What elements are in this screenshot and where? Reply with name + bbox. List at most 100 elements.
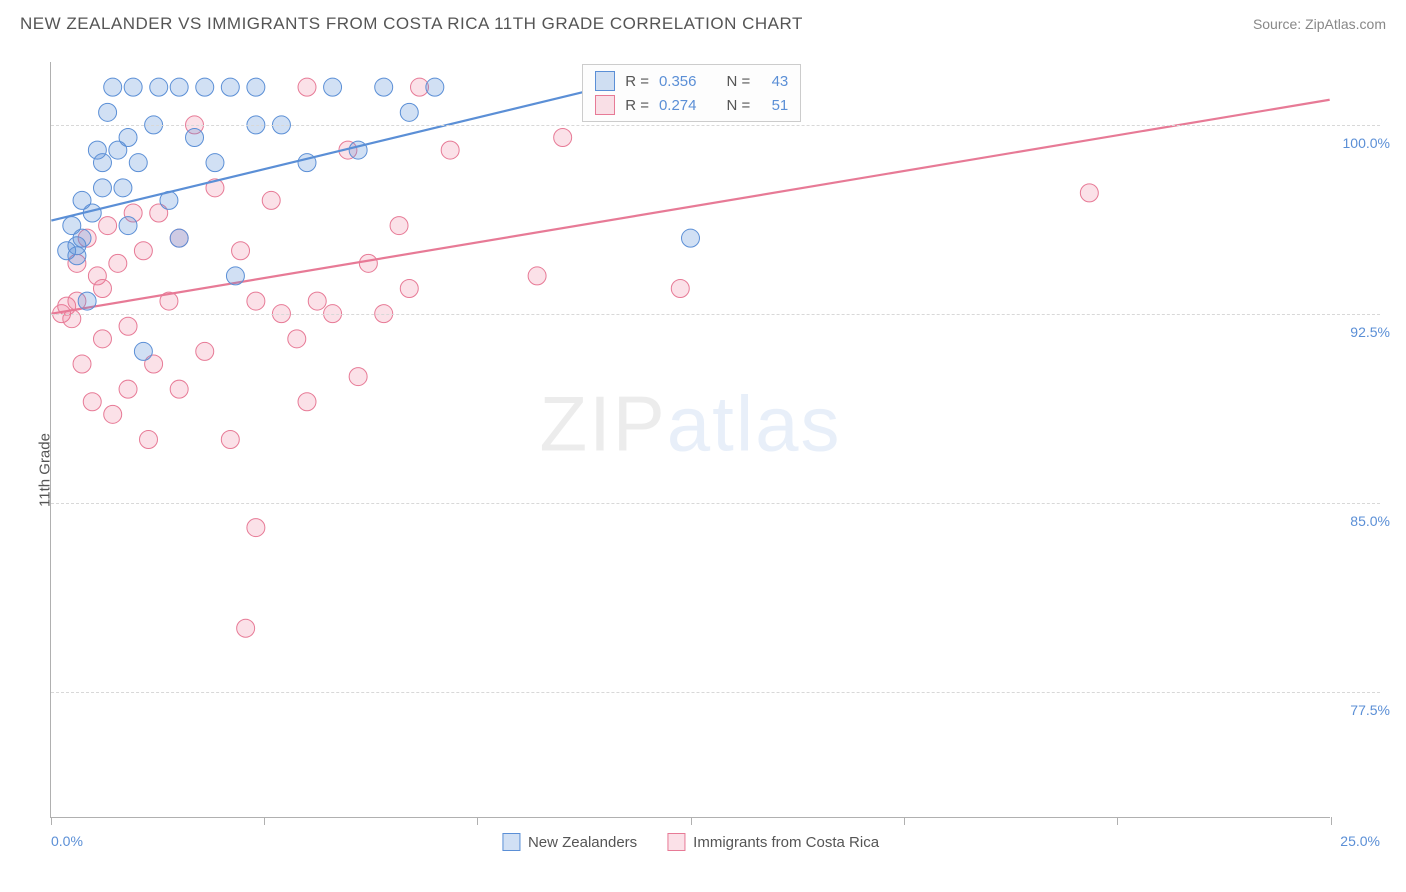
data-point: [104, 405, 122, 423]
data-point: [93, 330, 111, 348]
plot-svg: [51, 62, 1330, 817]
data-point: [247, 292, 265, 310]
chart-container: 11th Grade ZIPatlas R =0.356N =43R =0.27…: [0, 48, 1406, 892]
data-point: [78, 292, 96, 310]
data-point: [93, 280, 111, 298]
data-point: [83, 204, 101, 222]
data-point: [682, 229, 700, 247]
data-point: [528, 267, 546, 285]
data-point: [93, 179, 111, 197]
data-point: [400, 103, 418, 121]
plot-area: ZIPatlas R =0.356N =43R =0.274N =51 New …: [50, 62, 1330, 818]
y-tick-label: 100.0%: [1343, 135, 1390, 151]
stats-row: R = 0.274 N = 51: [595, 93, 788, 117]
data-point: [226, 267, 244, 285]
data-point: [298, 154, 316, 172]
data-point: [221, 431, 239, 449]
data-point: [186, 129, 204, 147]
trend-line: [51, 85, 613, 221]
data-point: [134, 242, 152, 260]
legend-swatch-2: [667, 833, 685, 851]
data-point: [441, 141, 459, 159]
stats-legend-box: R = 0.356 N = 43 R = 0.274 N = 51: [582, 64, 801, 122]
data-point: [247, 78, 265, 96]
data-point: [99, 217, 117, 235]
data-point: [221, 78, 239, 96]
stats-swatch: [595, 95, 615, 115]
n-value: 43: [760, 73, 788, 90]
data-point: [160, 191, 178, 209]
x-tick: [1331, 817, 1332, 825]
data-point: [73, 355, 91, 373]
bottom-legend: New Zealanders Immigrants from Costa Ric…: [502, 833, 879, 851]
data-point: [160, 292, 178, 310]
data-point: [170, 380, 188, 398]
data-point: [134, 342, 152, 360]
data-point: [104, 78, 122, 96]
data-point: [99, 103, 117, 121]
data-point: [349, 141, 367, 159]
stats-swatch: [595, 71, 615, 91]
data-point: [196, 78, 214, 96]
legend-item-2: Immigrants from Costa Rica: [667, 833, 879, 851]
r-value: 0.356: [659, 73, 697, 90]
data-point: [114, 179, 132, 197]
y-tick-label: 85.0%: [1350, 513, 1390, 529]
n-label: N =: [727, 97, 751, 114]
x-tick: [264, 817, 265, 825]
chart-title: NEW ZEALANDER VS IMMIGRANTS FROM COSTA R…: [20, 14, 803, 34]
data-point: [73, 229, 91, 247]
data-point: [93, 154, 111, 172]
stats-row: R = 0.356 N = 43: [595, 69, 788, 93]
data-point: [68, 247, 86, 265]
data-point: [308, 292, 326, 310]
legend-label-2: Immigrants from Costa Rica: [693, 834, 879, 851]
x-tick: [691, 817, 692, 825]
data-point: [298, 393, 316, 411]
data-point: [247, 519, 265, 537]
data-point: [83, 393, 101, 411]
data-point: [119, 217, 137, 235]
y-tick-label: 77.5%: [1350, 702, 1390, 718]
r-label: R =: [625, 97, 649, 114]
data-point: [359, 254, 377, 272]
legend-item-1: New Zealanders: [502, 833, 637, 851]
data-point: [671, 280, 689, 298]
legend-swatch-1: [502, 833, 520, 851]
data-point: [426, 78, 444, 96]
data-point: [129, 154, 147, 172]
y-tick-label: 92.5%: [1350, 324, 1390, 340]
data-point: [150, 78, 168, 96]
x-tick: [1117, 817, 1118, 825]
trend-line: [51, 100, 1329, 314]
x-tick: [904, 817, 905, 825]
data-point: [206, 154, 224, 172]
r-value: 0.274: [659, 97, 697, 114]
data-point: [170, 78, 188, 96]
chart-header: NEW ZEALANDER VS IMMIGRANTS FROM COSTA R…: [0, 0, 1406, 48]
data-point: [119, 129, 137, 147]
legend-label-1: New Zealanders: [528, 834, 637, 851]
data-point: [1080, 184, 1098, 202]
data-point: [196, 342, 214, 360]
data-point: [298, 78, 316, 96]
data-point: [349, 368, 367, 386]
data-point: [140, 431, 158, 449]
data-point: [400, 280, 418, 298]
data-point: [119, 317, 137, 335]
x-tick: [477, 817, 478, 825]
gridline-h: [51, 314, 1380, 315]
data-point: [375, 78, 393, 96]
data-point: [554, 129, 572, 147]
data-point: [63, 310, 81, 328]
data-point: [390, 217, 408, 235]
n-label: N =: [727, 73, 751, 90]
r-label: R =: [625, 73, 649, 90]
data-point: [124, 78, 142, 96]
gridline-h: [51, 125, 1380, 126]
gridline-h: [51, 503, 1380, 504]
data-point: [262, 191, 280, 209]
data-point: [170, 229, 188, 247]
n-value: 51: [760, 97, 788, 114]
data-point: [109, 254, 127, 272]
